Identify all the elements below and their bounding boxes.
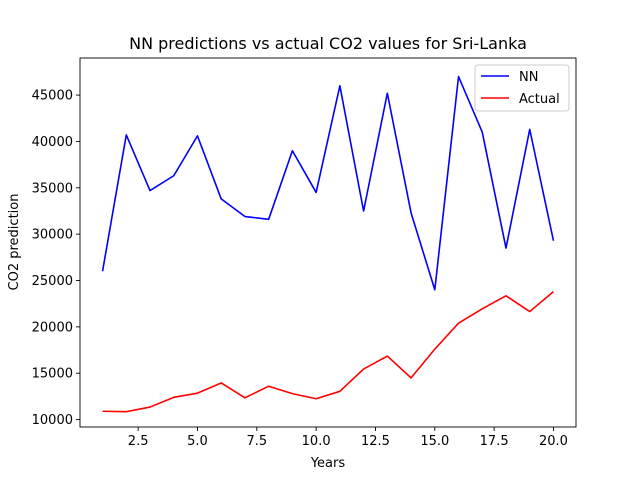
axes-spines (79, 57, 577, 428)
y-tick-label: 10000 (32, 413, 73, 428)
plot-frame (80, 58, 576, 427)
x-tick-label: 7.5 (246, 434, 267, 449)
x-tick-label: 2.5 (128, 434, 149, 449)
y-axis-label: CO2 prediction (7, 194, 22, 291)
x-tick-label: 20.0 (539, 434, 568, 449)
chart-title: NN predictions vs actual CO2 values for … (129, 34, 527, 53)
x-tick-label: 15.0 (420, 434, 449, 449)
x-tick-label: 12.5 (361, 434, 390, 449)
series-layer (101, 75, 555, 413)
legend-label-nn: NN (519, 70, 538, 85)
x-tick-label: 17.5 (480, 434, 509, 449)
legend-label-actual: Actual (519, 92, 560, 107)
series-line-actual (102, 291, 554, 413)
y-tick-label: 20000 (32, 320, 73, 335)
x-axis-label: Years (310, 456, 346, 471)
x-tick-label: 5.0 (187, 434, 208, 449)
series-line-nn (101, 75, 555, 291)
y-tick-label: 25000 (32, 274, 73, 289)
y-tick-label: 30000 (32, 228, 73, 243)
y-tick-label: 15000 (32, 367, 73, 382)
y-tick-label: 35000 (32, 181, 73, 196)
y-tick-label: 40000 (32, 135, 73, 150)
axes-layer: 2.5 5.0 7.5 10.0 12.5 15.0 17.5 20.0 10000 15000 2… (32, 57, 577, 449)
y-tick-label: 45000 (32, 89, 73, 104)
plot-area (80, 58, 576, 427)
x-tick-label: 10.0 (302, 434, 331, 449)
legend: NN Actual (474, 64, 570, 112)
